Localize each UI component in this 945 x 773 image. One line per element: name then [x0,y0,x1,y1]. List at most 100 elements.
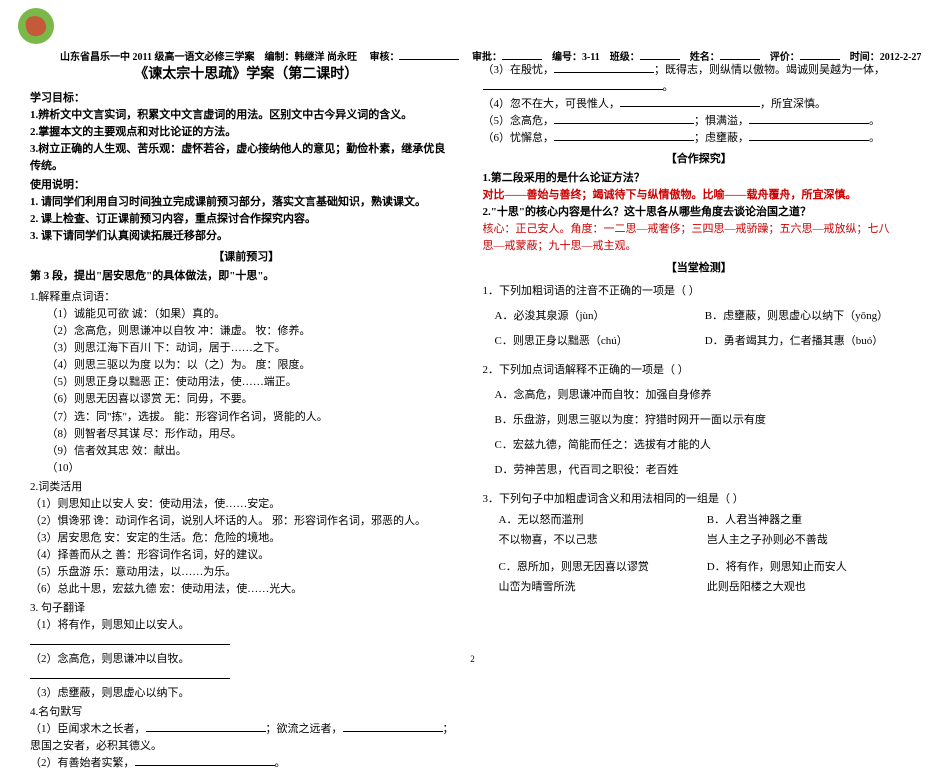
s2-5: （5）乐盘游 乐：意动用法，以……为乐。 [30,564,463,581]
use-label: 使用说明： [30,177,463,194]
q3-row4: 山峦为晴雪所洗 此则岳阳楼之大观也 [499,579,916,596]
s4-2: 思国之安者，必积其德义。 [30,738,463,755]
coop-q1: 1.第二段采用的是什么论证方法？ [483,170,916,187]
s1-4: （4）则思三驱以为度 以为：以（之）为。 度：限度。 [30,357,463,374]
coop-a1: 对比——善始与善终；竭诚待下与纵情傲物。比喻——载舟覆舟，所宜深慎。 [483,187,916,204]
s1-6: （6）则思无因喜以谬赏 无：同毋，不要。 [30,391,463,408]
s4-1: （1）臣闻求木之长者， ；欲流之远者， ； [30,721,463,738]
test-label: 【当堂检测】 [483,260,916,277]
s4-1a: （1）臣闻求木之长者， [30,723,146,735]
page-number: 2 [470,654,475,664]
q1: 1．下列加粗词语的注音不正确的一项是（ ） [483,283,916,300]
s1-10: （10） [30,460,463,477]
q3-options: A．无以怒而滥刑 B．人君当神器之重 不以物喜，不以己悲 岂人主之子孙则必不善哉… [483,512,916,596]
q3-d2: 此则岳阳楼之大观也 [707,579,915,596]
r4b: ；虑壅蔽， [694,132,749,144]
s1-1: （1）诚能见可欲 诚：（如果）真的。 [30,306,463,323]
r3-blank1 [554,113,694,124]
s1-8: （8）则智者尽其谋 尽：形作动，用尽。 [30,426,463,443]
r1: （3）在殷忧， ；既得志，则纵情以傲物。竭诚则吴越为一体， [483,62,916,79]
s4-3a: （2）有善始者实繁， [30,757,135,769]
q3-row1: A．无以怒而滥刑 B．人君当神器之重 [499,512,916,529]
right-column: （3）在殷忧， ；既得志，则纵情以傲物。竭诚则吴越为一体， 。 （4）忽不在大，可… [473,58,926,658]
q3-row2: 不以物喜，不以己悲 岂人主之子孙则必不善哉 [499,532,916,549]
q3-b2: 岂人主之子孙则必不善哉 [707,532,915,549]
goals-label: 学习目标： [30,90,463,107]
r4c: 。 [869,132,880,144]
content-columns: 《谏太宗十思疏》学案（第二课时） 学习目标： 1.辨析文中文言实词，积累文中文言… [20,58,925,658]
q3-a1: A．无以怒而滥刑 [499,512,707,529]
q3: 3．下列句子中加粗虚词含义和用法相同的一组是（ ） [483,491,916,508]
s3-1: （1）将有作，则思知止以安人。 [30,617,463,634]
s4-3: （2）有善始者实繁， 。 [30,755,463,772]
logo-inner-shape [24,14,47,37]
q2-a: A．念高危，则思谦冲而自牧：加强自身修养 [495,387,916,404]
s4-3b: 。 [275,757,286,769]
r4-blank2 [749,130,869,141]
s3-2: （2）念高危，则思谦冲以自牧。 [30,651,463,668]
r4a: （6）忧懈怠， [483,132,555,144]
sec3-label: 3. 句子翻译 [30,600,463,617]
q2-b: B．乐盘游，则思三驱以为度：狩猎时网开一面以示有度 [495,412,916,429]
sec2-label: 2.词类活用 [30,479,463,496]
s2-6: （6）总此十思，宏兹九德 宏：使动用法，使……光大。 [30,581,463,598]
s3-1-blank-row [30,634,463,651]
preclass-label: 【课前预习】 [30,249,463,266]
s2-2: （2）惧谗邪 谗：动词作名词，说别人坏话的人。 邪：形容词作名词，邪恶的人。 [30,513,463,530]
r3-blank2 [749,113,869,124]
sec1-label: 1.解释重点词语： [30,289,463,306]
school-logo [18,8,54,44]
s3-3: （3）虑壅蔽，则思虚心以纳下。 [30,685,463,702]
coop-label: 【合作探究】 [483,151,916,168]
q2-options: A．念高危，则思谦冲而自牧：加强自身修养 B．乐盘游，则思三驱以为度：狩猎时网开… [495,383,916,483]
goal-2: 2.掌握本文的主要观点和对比论证的方法。 [30,124,463,141]
s1-5: （5）则思正身以黜恶 正：使动用法，使……端正。 [30,374,463,391]
s4-1-blank1 [146,721,266,732]
sec4-label: 4.名句默写 [30,704,463,721]
s1-7: （7）选：同"拣"，选拔。 能：形容词作名词，贤能的人。 [30,409,463,426]
q3-c1: C．恩所加，则思无因喜以谬赏 [499,559,707,576]
q1-c: C．则思正身以黜恶（chú） [495,333,705,350]
q3-a2: B．人君当神器之重 [707,512,915,529]
r1-blank2 [483,79,663,90]
s1-2: （2）念高危，则思谦冲以自牧 冲：谦虚。 牧：修养。 [30,323,463,340]
s3-1-blank [30,634,230,645]
lesson-title: 《谏太宗十思疏》学案（第二课时） [30,64,463,86]
left-column: 《谏太宗十思疏》学案（第二课时） 学习目标： 1.辨析文中文言实词，积累文中文言… [20,58,473,658]
r1-blank1 [554,62,654,73]
coop-a2a: 核心：正己安人。角度：一二思—戒奢侈；三四思—戒骄躁；五六思—戒放纵；七八 [483,221,916,238]
use-2: 2. 课上检查、订正课前预习内容，重点探讨合作探究内容。 [30,211,463,228]
s4-1c: ； [443,723,454,735]
s1-3: （3）则思江海下百川 下：动词，居于……之下。 [30,340,463,357]
r2b: ，所宜深慎。 [760,98,826,110]
r3: （5）念高危， ；惧满溢， 。 [483,113,916,130]
r4-blank1 [554,130,694,141]
coop-q2: 2."十思"的核心内容是什么？这十思各从哪些角度去谈论治国之道？ [483,204,916,221]
r3a: （5）念高危， [483,115,555,127]
s3-1-text: （1）将有作，则思知止以安人。 [30,619,190,631]
s2-3: （3）居安思危 安：安定的生活。危：危险的境地。 [30,530,463,547]
q2-d: D．劳神苦思，代百司之职役：老百姓 [495,462,916,479]
r2: （4）忽不在大，可畏惟人，，所宜深慎。 [483,96,916,113]
s2-1: （1）则思知止以安人 安：使动用法，使……安定。 [30,496,463,513]
q2-c: C．宏兹九德，简能而任之：选拔有才能的人 [495,437,916,454]
goal-3b: 传统。 [30,158,463,175]
r2-blank [620,96,760,107]
r3c: 。 [869,115,880,127]
use-1: 1. 请同学们利用自习时间独立完成课前预习部分，落实文言基础知识，熟读课文。 [30,194,463,211]
q3-b1: 不以物喜，不以己悲 [499,532,707,549]
s3-2-blank [30,668,230,679]
r1a: （3）在殷忧， [483,64,555,76]
use-3: 3. 课下请同学们认真阅读拓展迁移部分。 [30,228,463,245]
s4-1b: ；欲流之远者， [266,723,343,735]
s4-3-blank [135,755,275,766]
r1b: ；既得志，则纵情以傲物。竭诚则吴越为一体， [654,64,885,76]
r1-cont: 。 [483,79,916,96]
s1-9: （9）信者效其忠 效：献出。 [30,443,463,460]
s3-2-text: （2）念高危，则思谦冲以自牧。 [30,653,190,665]
s3-2-blank-row [30,668,463,685]
q1-d: D．勇者竭其力，仁者播其惠（buó） [705,333,915,350]
s3-3-text: （3）虑壅蔽，则思虚心以纳下。 [30,687,190,699]
r3b: ；惧满溢， [694,115,749,127]
q1-a: A．必浚其泉源（jùn） [495,308,705,325]
